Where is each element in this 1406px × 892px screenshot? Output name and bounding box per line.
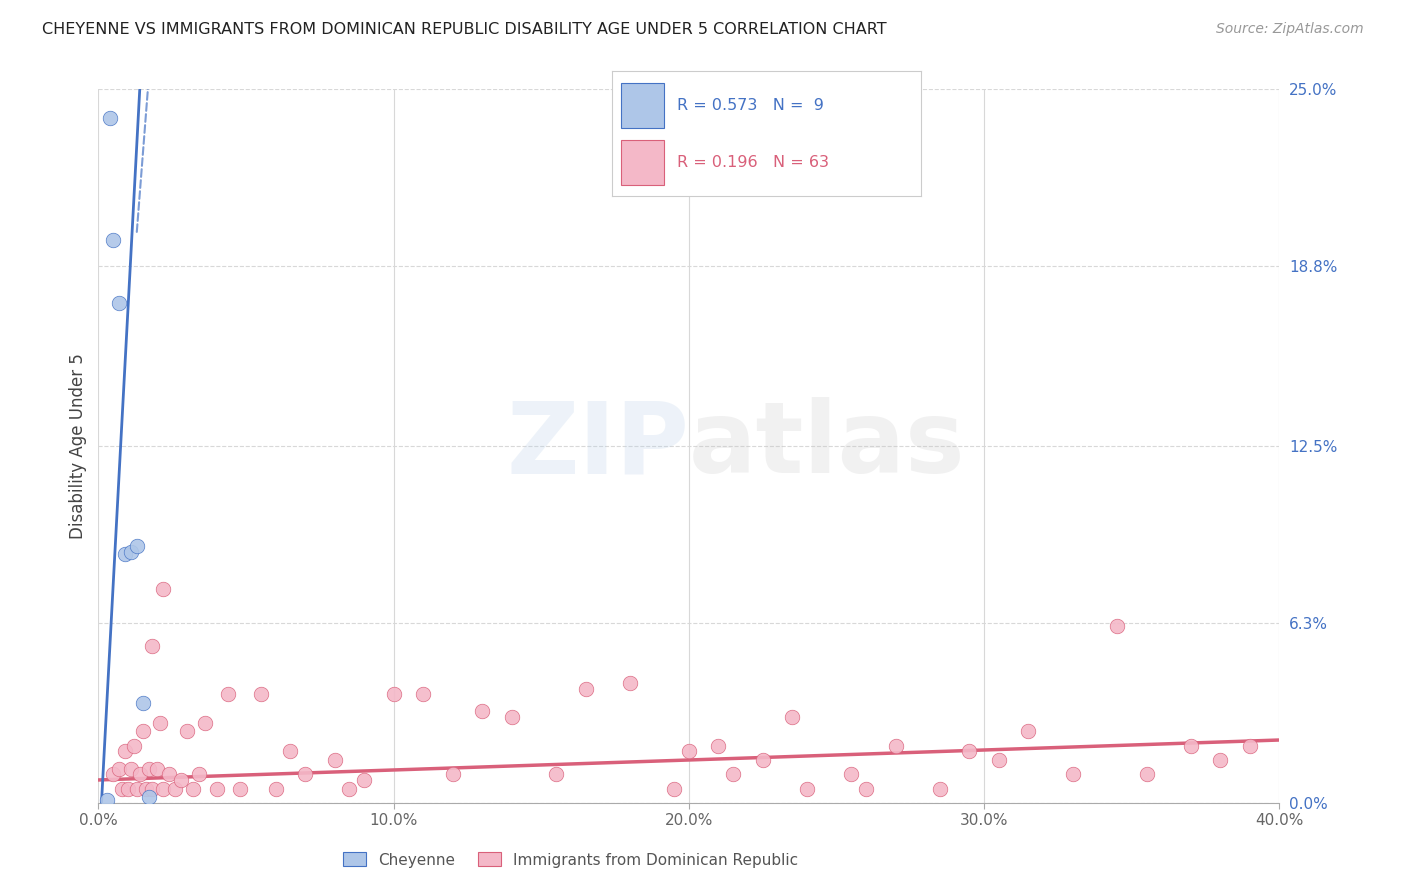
Point xyxy=(723,767,745,781)
Point xyxy=(707,739,730,753)
Point xyxy=(841,767,863,781)
Point xyxy=(678,744,700,758)
Point xyxy=(884,739,907,753)
Point xyxy=(323,753,346,767)
Point xyxy=(1105,619,1128,633)
Point xyxy=(264,781,287,796)
Point xyxy=(546,767,568,781)
Point xyxy=(122,739,145,753)
Point xyxy=(152,582,174,596)
Point xyxy=(132,724,155,739)
Bar xyxy=(621,83,664,128)
Point xyxy=(250,687,273,701)
Point xyxy=(114,548,136,562)
Point xyxy=(782,710,804,724)
Point xyxy=(959,744,981,758)
Text: R = 0.196   N = 63: R = 0.196 N = 63 xyxy=(676,155,828,170)
Point xyxy=(181,781,204,796)
Point xyxy=(141,639,163,653)
Point xyxy=(1180,739,1202,753)
Point xyxy=(141,781,163,796)
Point xyxy=(108,296,131,310)
Point xyxy=(217,687,239,701)
Point xyxy=(146,762,169,776)
Point xyxy=(229,781,252,796)
Point xyxy=(187,767,209,781)
Point xyxy=(96,793,118,807)
Point xyxy=(157,767,180,781)
Point xyxy=(138,790,160,805)
Point xyxy=(619,676,641,690)
Text: atlas: atlas xyxy=(689,398,966,494)
Point xyxy=(501,710,523,724)
Point xyxy=(278,744,302,758)
Point xyxy=(132,696,155,710)
Point xyxy=(796,781,818,796)
Point xyxy=(120,544,142,558)
Point xyxy=(855,781,877,796)
Point xyxy=(165,781,187,796)
Point xyxy=(751,753,773,767)
Point xyxy=(170,772,193,787)
Point xyxy=(1239,739,1261,753)
Point xyxy=(125,781,148,796)
Point xyxy=(928,781,950,796)
Text: R = 0.573   N =  9: R = 0.573 N = 9 xyxy=(676,97,824,112)
Point xyxy=(574,681,596,696)
Point xyxy=(664,781,686,796)
Point xyxy=(108,762,131,776)
Point xyxy=(125,539,148,553)
Point xyxy=(353,772,375,787)
Point xyxy=(149,715,172,730)
Point xyxy=(152,781,174,796)
Point xyxy=(138,762,160,776)
Point xyxy=(120,762,142,776)
Point xyxy=(382,687,405,701)
Point xyxy=(294,767,316,781)
Point xyxy=(1062,767,1084,781)
Point xyxy=(114,744,136,758)
Point xyxy=(111,781,134,796)
Point xyxy=(987,753,1010,767)
Point xyxy=(117,781,139,796)
Y-axis label: Disability Age Under 5: Disability Age Under 5 xyxy=(69,353,87,539)
Point xyxy=(339,781,360,796)
Point xyxy=(135,781,157,796)
Text: CHEYENNE VS IMMIGRANTS FROM DOMINICAN REPUBLIC DISABILITY AGE UNDER 5 CORRELATIO: CHEYENNE VS IMMIGRANTS FROM DOMINICAN RE… xyxy=(42,22,887,37)
Point xyxy=(194,715,217,730)
Point xyxy=(471,705,494,719)
Text: ZIP: ZIP xyxy=(506,398,689,494)
Bar xyxy=(621,140,664,185)
Point xyxy=(412,687,434,701)
Point xyxy=(205,781,228,796)
Point xyxy=(103,234,125,248)
Point xyxy=(103,767,125,781)
Point xyxy=(1209,753,1232,767)
Text: Source: ZipAtlas.com: Source: ZipAtlas.com xyxy=(1216,22,1364,37)
Point xyxy=(441,767,464,781)
Point xyxy=(1135,767,1157,781)
Point xyxy=(176,724,198,739)
Point xyxy=(98,111,121,125)
Legend: Cheyenne, Immigrants from Dominican Republic: Cheyenne, Immigrants from Dominican Repu… xyxy=(337,847,804,873)
Point xyxy=(128,767,150,781)
Point xyxy=(1017,724,1039,739)
